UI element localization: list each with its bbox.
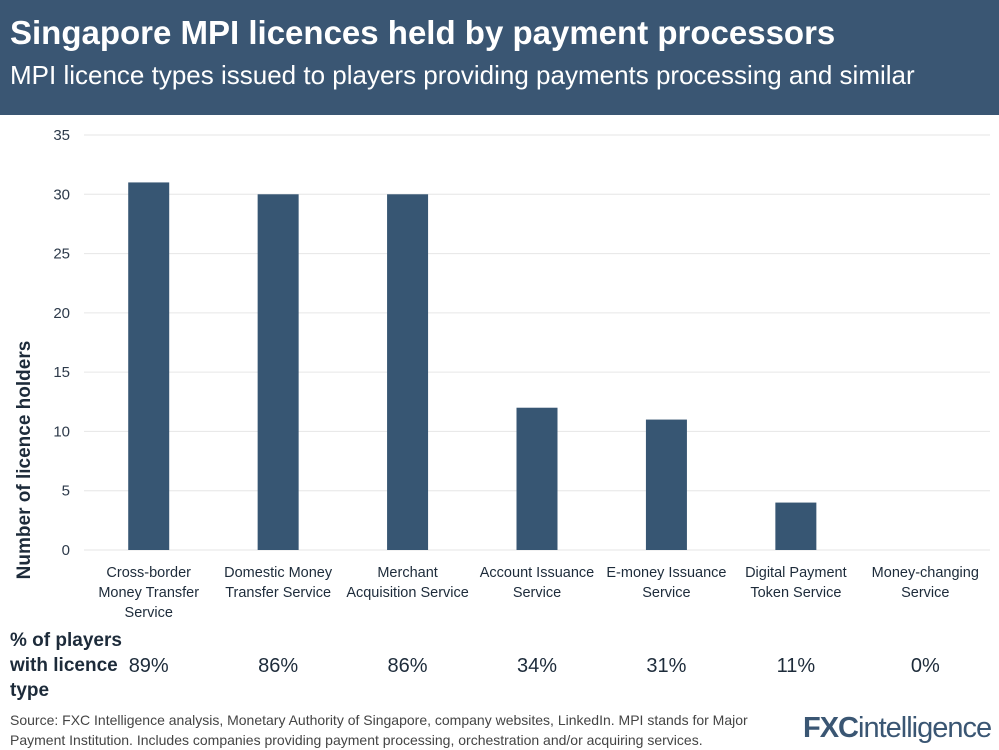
chart-title: Singapore MPI licences held by payment p… bbox=[10, 14, 836, 51]
bar bbox=[516, 407, 558, 550]
x-tick-label: Digital Payment Token Service bbox=[745, 565, 847, 601]
bar bbox=[387, 194, 429, 550]
fxc-intelligence-logo: FXCintelligence bbox=[803, 712, 992, 744]
chart-header: Singapore MPI licences held by payment p… bbox=[0, 0, 999, 115]
x-tick-label: Account Issuance Service bbox=[480, 565, 594, 601]
chart-subtitle: MPI licence types issued to players prov… bbox=[10, 60, 915, 90]
percent-value: 31% bbox=[646, 655, 687, 677]
y-axis-label: Number of licence holders bbox=[14, 341, 35, 580]
y-tick-label: 30 bbox=[53, 186, 70, 203]
x-tick-label: Cross-border Money Transfer Service bbox=[98, 565, 199, 621]
x-tick-label: Money-changing Service bbox=[872, 565, 979, 601]
percent-value: 89% bbox=[128, 655, 169, 677]
percent-value: 0% bbox=[910, 655, 940, 677]
y-tick-label: 10 bbox=[53, 423, 70, 440]
percent-row-label: % of players with licence type bbox=[10, 630, 122, 701]
bar bbox=[257, 194, 299, 550]
percent-value: 11% bbox=[776, 655, 816, 677]
bar bbox=[645, 419, 687, 550]
percent-value: 34% bbox=[516, 655, 558, 677]
bar bbox=[775, 502, 817, 550]
y-tick-label: 0 bbox=[62, 542, 70, 559]
bar bbox=[128, 182, 170, 550]
y-tick-label: 25 bbox=[53, 246, 70, 263]
x-tick-label: Domestic Money Transfer Service bbox=[224, 565, 333, 601]
percent-value: 86% bbox=[387, 655, 428, 677]
source-note: Source: FXC Intelligence analysis, Monet… bbox=[10, 712, 748, 748]
percent-value: 86% bbox=[258, 655, 299, 677]
bar-chart: Number of licence holders 0 5 10 15 20 25 30 35… bbox=[14, 127, 990, 621]
y-tick-label: 5 bbox=[62, 483, 70, 500]
x-tick-label: Merchant Acquisition Service bbox=[346, 565, 469, 601]
y-tick-label: 15 bbox=[53, 364, 70, 381]
x-tick-label: E-money Issuance Service bbox=[606, 565, 726, 601]
y-tick-label: 20 bbox=[53, 305, 70, 322]
y-tick-label: 35 bbox=[53, 127, 70, 144]
